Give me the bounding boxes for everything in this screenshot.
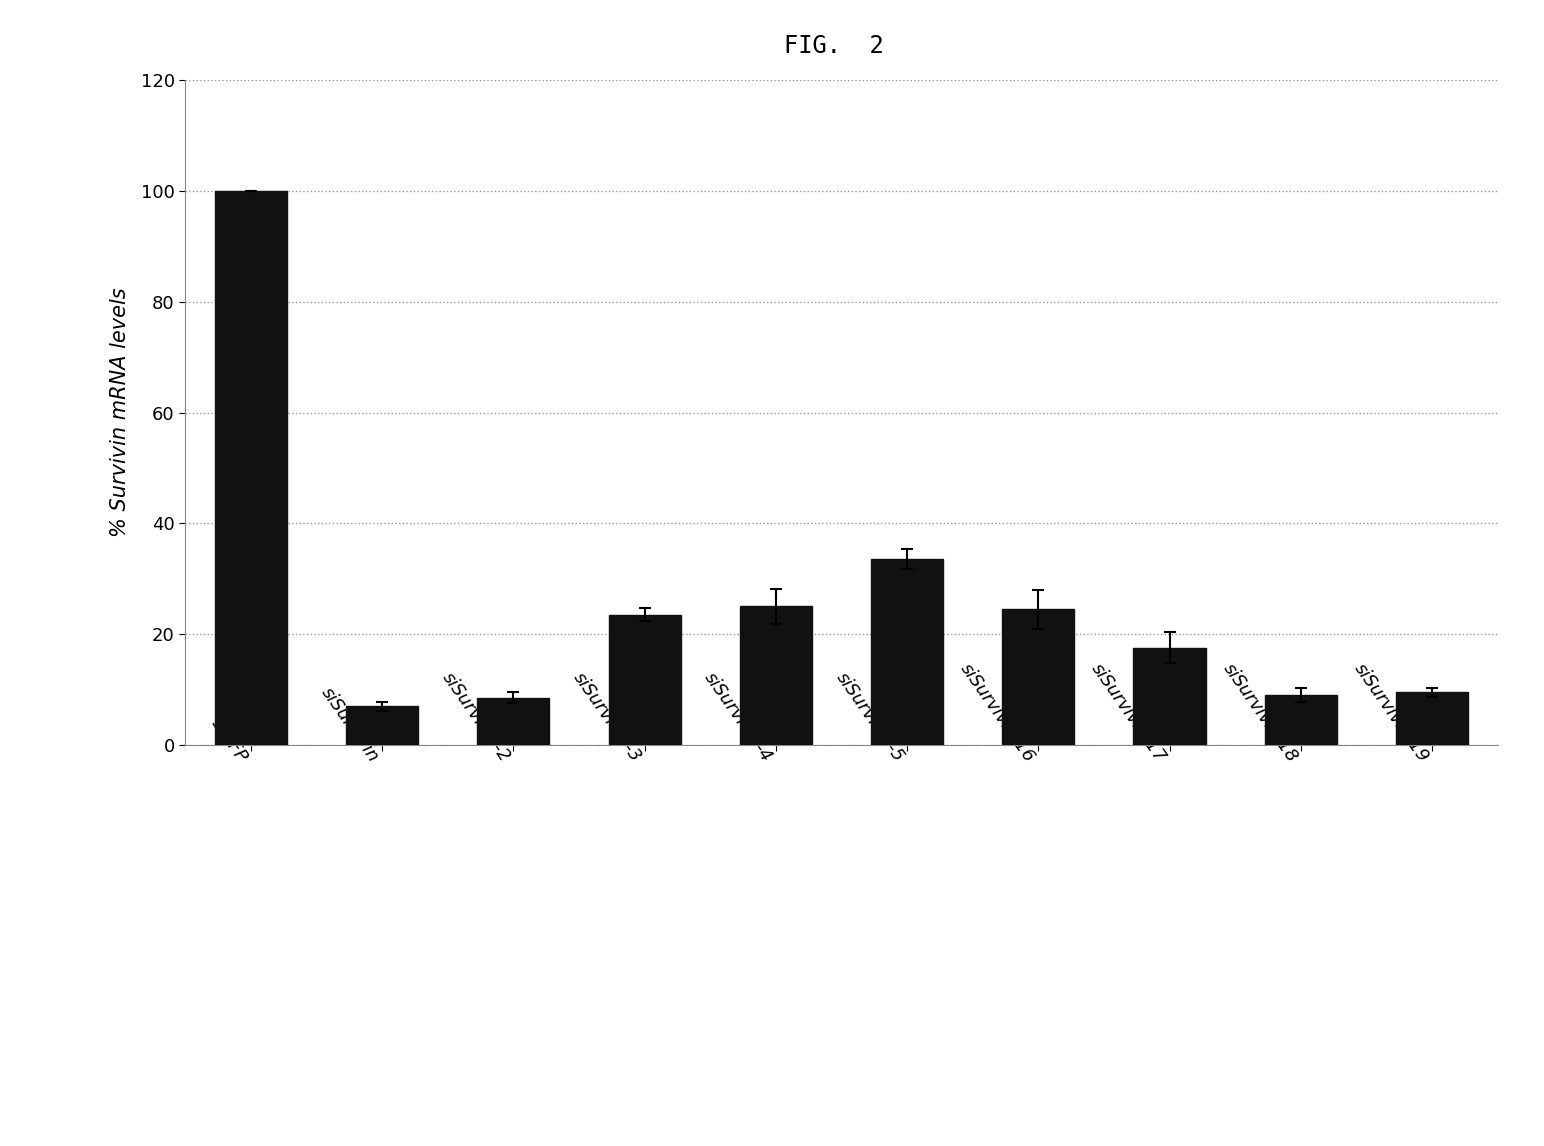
Bar <box>608 614 681 745</box>
Bar <box>1396 692 1468 745</box>
Bar <box>215 191 287 745</box>
Bar <box>1133 647 1206 745</box>
Bar <box>740 606 812 745</box>
Bar <box>477 698 550 745</box>
Bar <box>871 559 943 745</box>
Bar <box>1265 694 1337 745</box>
Y-axis label: % Survivin mRNA levels: % Survivin mRNA levels <box>110 288 130 537</box>
Bar <box>346 706 418 745</box>
Text: FIG.  2: FIG. 2 <box>784 34 883 58</box>
Bar <box>1002 610 1075 745</box>
